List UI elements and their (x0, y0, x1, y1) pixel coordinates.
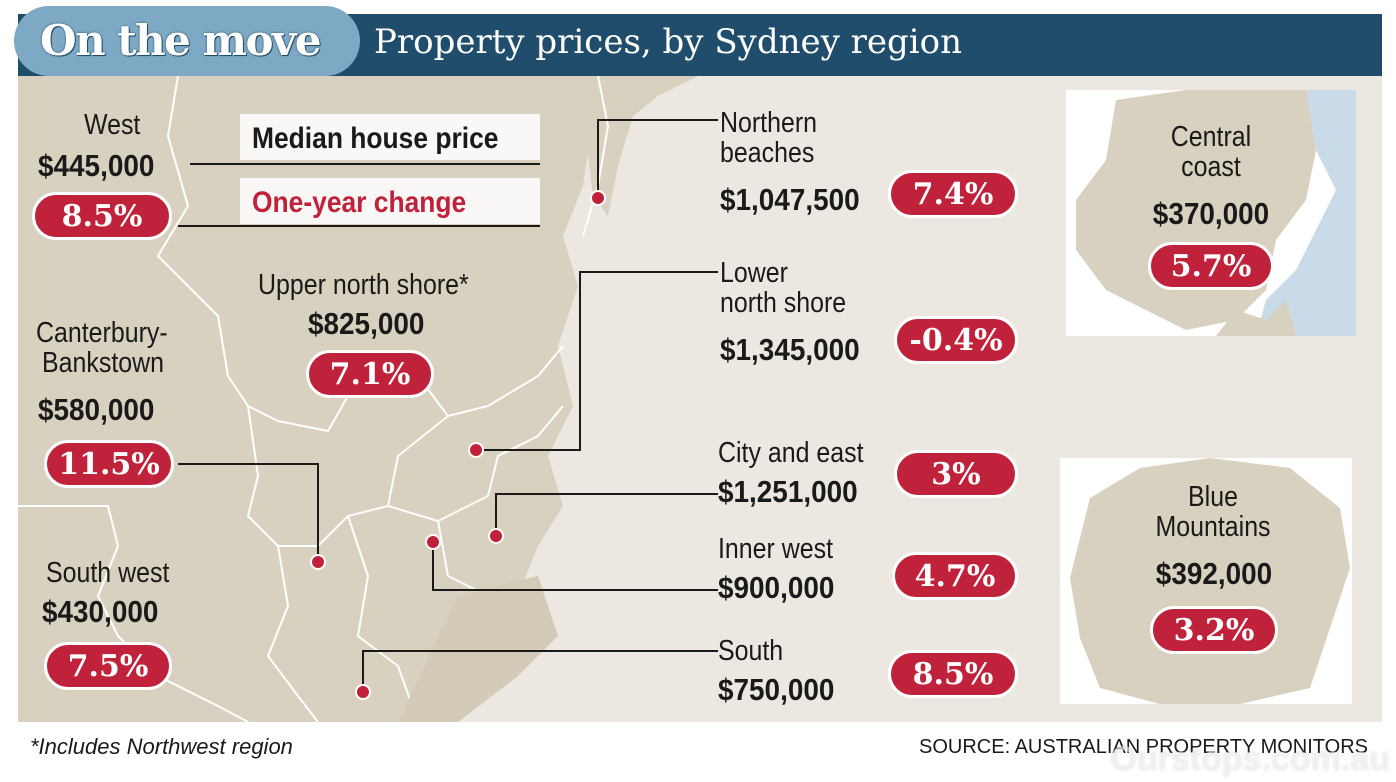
page-subtitle: Property prices, by Sydney region (374, 22, 962, 62)
region-west-price: $445,000 (38, 148, 155, 183)
region-south-west-price: $430,000 (42, 594, 159, 629)
region-lower-north-shore-name-line2: north shore (720, 287, 847, 320)
region-central-coast-name-line2: coast (1181, 151, 1241, 184)
region-west-label: West (84, 109, 150, 141)
legend-change-label: One-year change (252, 186, 467, 219)
region-canterbury-price: $580,000 (38, 392, 155, 427)
region-inner-west-name: Inner west (718, 533, 834, 565)
region-canterbury-price-wrap: $580,000 (38, 392, 167, 427)
region-inner-west-price-wrap: $900,000 (718, 570, 847, 605)
region-south-west-name: South west (46, 557, 170, 589)
region-upper-north-shore-name: Upper north shore* (258, 269, 469, 301)
region-northern-beaches-price-wrap: $1,047,500 (720, 182, 875, 217)
region-central-coast-name-line1: Central (1170, 121, 1252, 153)
map-land (18, 76, 593, 722)
central-coast-water (1256, 90, 1356, 336)
region-canterbury-name-line1: Canterbury- (36, 317, 168, 349)
region-upper-north-shore-price-wrap: $825,000 (308, 306, 437, 341)
region-lower-north-shore-name-line1: Lower (720, 257, 788, 289)
region-canterbury-change: 11.5% (44, 440, 174, 488)
region-blue-mountains-name-line1: Blue (1188, 481, 1238, 513)
region-south-price-wrap: $750,000 (718, 672, 847, 707)
region-northern-beaches-price: $1,047,500 (720, 182, 860, 217)
map-regions-svg (18, 76, 718, 722)
region-central-coast-change: 5.7% (1148, 242, 1274, 290)
inset-central-coast (1066, 90, 1356, 336)
region-northern-beaches-name-line1: Northern (720, 107, 818, 139)
region-lower-north-shore-price: $1,345,000 (720, 332, 860, 367)
inset-central-coast-map (1066, 90, 1356, 336)
region-blue-mountains-label: Blue Mountains (1146, 482, 1280, 543)
region-south-west-change: 7.5% (44, 642, 172, 690)
region-northern-beaches-label: Northern beaches (720, 108, 833, 169)
region-south-name: South (718, 635, 784, 667)
region-canterbury-name-line2: Bankstown (42, 347, 164, 380)
region-city-east-price: $1,251,000 (718, 474, 858, 509)
inset-blue-mountains-map (1060, 458, 1352, 704)
region-northern-beaches-name-line2: beaches (720, 137, 815, 170)
header-title-pill (14, 6, 360, 76)
region-city-east-price-wrap: $1,251,000 (718, 474, 873, 509)
region-west-change: 8.5% (32, 192, 172, 240)
region-south-price: $750,000 (718, 672, 835, 707)
footnote: *Includes Northwest region (30, 734, 293, 759)
region-blue-mountains-name-line2: Mountains (1155, 511, 1271, 544)
region-city-east-name: City and east (718, 437, 864, 469)
region-blue-mountains-price-wrap: $392,000 (1142, 556, 1286, 591)
region-blue-mountains-price: $392,000 (1155, 556, 1273, 591)
region-upper-north-shore-change: 7.1% (306, 350, 434, 398)
region-central-coast-price: $370,000 (1152, 196, 1270, 231)
region-inner-west-label: Inner west (718, 533, 852, 565)
legend-change-box (240, 178, 540, 224)
region-west-price-wrap: $445,000 (38, 148, 167, 183)
region-upper-north-shore-price: $825,000 (308, 306, 425, 341)
page-title: On the move (40, 16, 322, 65)
legend-median-label: Median house price (252, 122, 499, 155)
watermark: Ourstops.com.au (1110, 740, 1390, 778)
region-inner-west-change: 4.7% (892, 552, 1018, 600)
blue-mountains-land (1070, 458, 1350, 704)
region-city-east-label: City and east (718, 437, 887, 469)
region-upper-north-shore-label: Upper north shore* (258, 269, 503, 301)
map-land-south (398, 576, 558, 722)
region-canterbury-label: Canterbury- Bankstown (36, 318, 189, 379)
region-northern-beaches-change: 7.4% (888, 170, 1018, 218)
region-blue-mountains-change: 3.2% (1150, 606, 1278, 654)
region-central-coast-label: Central coast (1146, 122, 1276, 183)
source-credit: SOURCE: AUSTRALIAN PROPERTY MONITORS (919, 736, 1368, 758)
region-lower-north-shore-price-wrap: $1,345,000 (720, 332, 875, 367)
map-land-north (578, 76, 698, 216)
inset-blue-mountains (1060, 458, 1352, 704)
region-lower-north-shore-label: Lower north shore (720, 258, 867, 319)
map-region-markers (310, 190, 606, 700)
region-west-name: West (84, 109, 141, 141)
region-south-west-label: South west (46, 557, 189, 589)
legend-median-box (240, 114, 540, 160)
map-leader-lines (178, 119, 718, 692)
region-city-east-change: 3% (894, 450, 1018, 498)
region-central-coast-price-wrap: $370,000 (1140, 196, 1282, 231)
region-south-west-price-wrap: $430,000 (42, 594, 171, 629)
region-south-label: South (718, 635, 794, 667)
region-lower-north-shore-change: -0.4% (894, 316, 1018, 364)
region-inner-west-price: $900,000 (718, 570, 835, 605)
region-south-change: 8.5% (888, 650, 1018, 698)
